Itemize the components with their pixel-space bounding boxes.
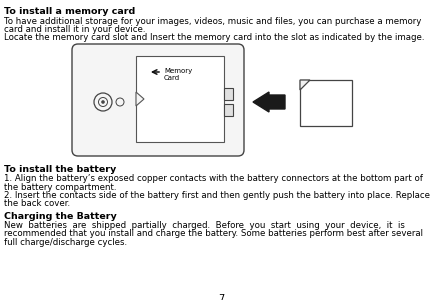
Bar <box>136 56 224 142</box>
Text: 1. Align the battery’s exposed copper contacts with the battery connectors at th: 1. Align the battery’s exposed copper co… <box>4 174 423 183</box>
Circle shape <box>94 93 112 111</box>
Text: 7: 7 <box>218 294 224 300</box>
Text: To install a memory card: To install a memory card <box>4 7 135 16</box>
FancyArrow shape <box>253 92 285 112</box>
Text: card and install it in your device.: card and install it in your device. <box>4 25 145 34</box>
Bar <box>300 80 352 126</box>
Bar <box>224 88 233 100</box>
Text: 2. Insert the contacts side of the battery first and then gently push the batter: 2. Insert the contacts side of the batte… <box>4 191 430 200</box>
Text: New  batteries  are  shipped  partially  charged.  Before  you  start  using  yo: New batteries are shipped partially char… <box>4 221 405 230</box>
Polygon shape <box>136 92 144 106</box>
Text: Memory
Card: Memory Card <box>164 68 192 81</box>
Text: recommended that you install and charge the battery. Some batteries perform best: recommended that you install and charge … <box>4 230 423 238</box>
Circle shape <box>101 100 105 104</box>
Text: the back cover.: the back cover. <box>4 200 70 208</box>
Text: the battery compartment.: the battery compartment. <box>4 182 117 191</box>
Circle shape <box>116 98 124 106</box>
Text: To have additional storage for your images, videos, music and files, you can pur: To have additional storage for your imag… <box>4 16 421 26</box>
Text: full charge/discharge cycles.: full charge/discharge cycles. <box>4 238 127 247</box>
FancyBboxPatch shape <box>72 44 244 156</box>
Polygon shape <box>300 80 310 90</box>
Bar <box>224 104 233 116</box>
Circle shape <box>99 98 107 106</box>
Text: Charging the Battery: Charging the Battery <box>4 212 117 221</box>
Text: To install the battery: To install the battery <box>4 165 116 174</box>
Text: Locate the memory card slot and Insert the memory card into the slot as indicate: Locate the memory card slot and Insert t… <box>4 34 424 43</box>
